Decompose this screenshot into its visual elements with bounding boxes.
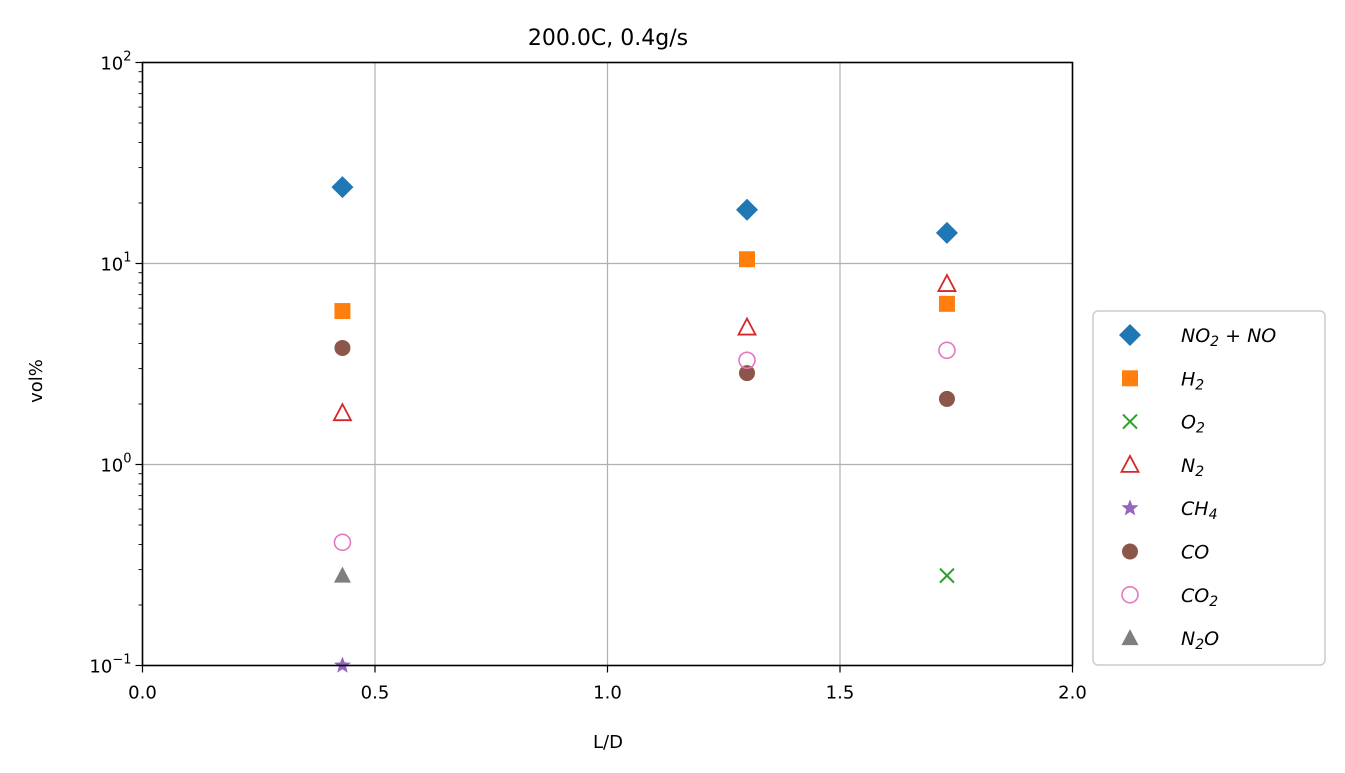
- x-tick-label: 0.5: [361, 683, 390, 704]
- data-point: [737, 316, 757, 336]
- series-co: [334, 339, 955, 407]
- data-point: [334, 303, 351, 320]
- data-point: [938, 390, 955, 407]
- x-tick-label: 0.0: [128, 683, 157, 704]
- plot-frame: [141, 61, 1074, 667]
- legend-item: NO2 + NO: [1119, 324, 1276, 350]
- series-ch4: [333, 656, 352, 673]
- y-axis-label: vol%: [26, 359, 47, 403]
- legend-marker: [1121, 585, 1139, 604]
- legend-item: N2: [1120, 453, 1204, 480]
- legend-item: CO2: [1121, 585, 1218, 610]
- data-point: [333, 566, 351, 583]
- data-point: [332, 402, 353, 422]
- series-no2-no: [331, 176, 958, 244]
- data-points: [331, 176, 958, 673]
- legend-label: CO: [1181, 542, 1209, 564]
- legend-marker: [1119, 324, 1141, 346]
- series-o2: [939, 567, 955, 584]
- legend-marker: [1122, 370, 1138, 387]
- legend-item: CO: [1122, 542, 1209, 564]
- data-point: [939, 567, 955, 584]
- grid: [142, 62, 1073, 666]
- series-n2: [332, 273, 957, 422]
- legend-label: CO2: [1181, 585, 1218, 610]
- legend-label: H2: [1181, 368, 1204, 393]
- legend-label: N2O: [1181, 628, 1219, 653]
- data-point: [738, 351, 756, 370]
- data-point: [333, 656, 352, 673]
- legend: NO2 + NO H2 O2 N2 CH4 CO CO2 N2O: [1092, 310, 1326, 666]
- x-tick-label: 1.5: [826, 683, 855, 704]
- data-point: [739, 251, 755, 268]
- legend-label: O2: [1181, 412, 1205, 437]
- legend-marker: [1121, 499, 1139, 516]
- x-marker-stroke: [1122, 413, 1138, 430]
- y-tick-label: 102: [100, 50, 131, 75]
- x-axis-label: L/D: [593, 732, 623, 753]
- legend-label: CH4: [1181, 498, 1217, 523]
- series-co2: [333, 341, 956, 552]
- legend-label: N2: [1181, 455, 1204, 480]
- data-point: [331, 176, 354, 199]
- y-axis-ticks: 10−1 100 101 102: [89, 50, 143, 678]
- legend-marker: [1120, 453, 1140, 473]
- y-tick-label: 100: [100, 452, 131, 477]
- x-tick-label: 1.0: [593, 683, 622, 704]
- series-n2o: [333, 566, 351, 583]
- x-tick-label: 2.0: [1058, 683, 1087, 704]
- x-marker-stroke: [939, 567, 955, 584]
- legend-marker: [1122, 543, 1138, 560]
- legend-item: CH4: [1121, 498, 1217, 523]
- legend-item: O2: [1122, 412, 1205, 437]
- series-h2: [334, 251, 955, 320]
- data-point: [333, 533, 352, 552]
- data-point: [334, 339, 351, 356]
- x-axis-ticks: 0.0 0.5 1.0 1.5 2.0: [128, 665, 1087, 704]
- data-point: [736, 198, 758, 221]
- data-point: [936, 273, 957, 292]
- legend-item: H2: [1122, 368, 1204, 393]
- data-point: [938, 341, 956, 360]
- y-tick-label: 10−1: [89, 653, 131, 678]
- y-tick-label: 101: [100, 251, 131, 276]
- chart-title: 200.0C, 0.4g/s: [528, 26, 688, 51]
- data-point: [938, 295, 955, 312]
- legend-frame: [1092, 310, 1326, 666]
- legend-item: N2O: [1121, 628, 1219, 653]
- legend-marker: [1122, 413, 1138, 430]
- data-point: [739, 365, 755, 382]
- legend-marker: [1121, 629, 1139, 646]
- data-point: [935, 221, 958, 244]
- legend-label: NO2 + NO: [1181, 325, 1276, 350]
